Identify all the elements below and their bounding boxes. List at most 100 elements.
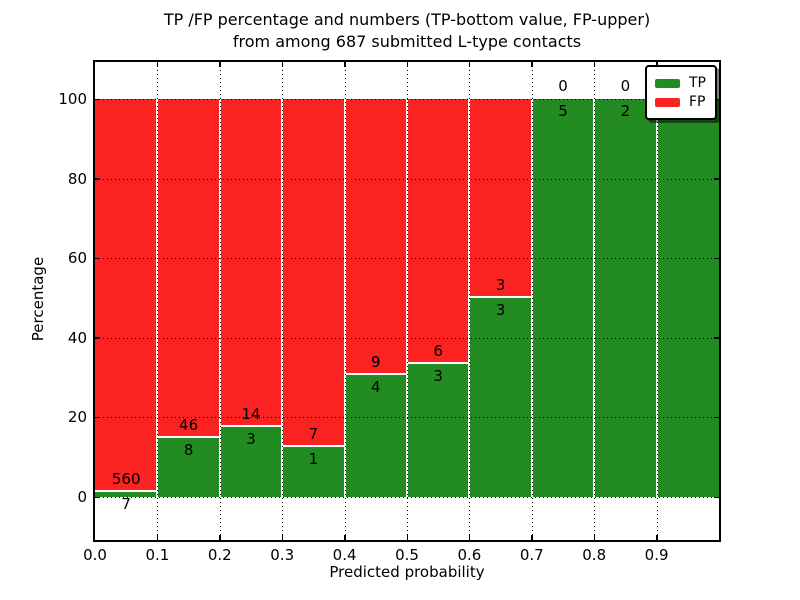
x-tick-mark (281, 62, 284, 67)
gridline-vertical (219, 62, 221, 540)
y-tick-mark (714, 257, 719, 260)
legend: TP FP (645, 65, 717, 120)
bar-top-edge (219, 424, 283, 427)
y-tick-mark (714, 496, 719, 498)
fp-count-label: 9 (371, 352, 381, 371)
bar-tp-segment (157, 438, 220, 497)
gridline-vertical (407, 62, 408, 540)
x-tick-mark (219, 62, 221, 67)
bar-top-edge (95, 490, 158, 493)
x-tick-mark (156, 535, 159, 540)
bar-tp-segment (594, 99, 657, 497)
x-tick-label: 0.4 (332, 546, 357, 564)
x-tick-label: 0.1 (145, 546, 170, 564)
y-tick-mark (714, 178, 719, 180)
x-tick-label: 0.8 (582, 546, 607, 564)
bar-top-edge (531, 97, 595, 99)
x-tick-mark (344, 535, 346, 540)
bar-top-edge (282, 445, 345, 448)
x-tick-mark (531, 535, 533, 540)
bar-tp-segment (531, 99, 595, 497)
tp-color-swatch (655, 78, 680, 88)
y-tick-mark (95, 178, 100, 180)
bar-fp-segment (219, 99, 283, 427)
x-tick-label: 0.3 (270, 546, 295, 564)
y-tick-mark (95, 98, 100, 100)
fp-color-swatch (655, 97, 680, 107)
x-tick-label: 0.0 (83, 546, 107, 564)
x-tick-mark (406, 62, 408, 67)
x-tick-mark (531, 62, 533, 67)
x-tick-mark (156, 62, 159, 67)
x-tick-label: 0.9 (644, 546, 669, 564)
gridline-vertical (469, 62, 471, 540)
bar-tp-segment (282, 447, 345, 497)
bar-top-edge (469, 296, 532, 298)
bar-fp-segment (469, 99, 532, 298)
fp-count-label: 0 (620, 77, 631, 95)
y-tick-label: 100 (58, 90, 87, 108)
legend-entry-tp: TP (655, 75, 706, 91)
gridline-vertical (157, 62, 159, 540)
x-tick-mark (593, 535, 596, 540)
x-tick-label: 0.2 (207, 546, 232, 564)
bar-top-edge (344, 372, 407, 375)
x-tick-mark (468, 535, 471, 540)
gridline-vertical (344, 62, 346, 540)
y-tick-mark (95, 416, 100, 419)
gridline-vertical (282, 62, 284, 540)
fp-count-label: 0 (558, 77, 568, 95)
legend-label-fp: FP (689, 94, 706, 110)
bar-fp-segment (95, 99, 158, 493)
bar-tp-segment (469, 298, 532, 497)
legend-label-tp: TP (689, 75, 706, 91)
gridline-vertical (531, 62, 533, 540)
legend-entry-fp: FP (655, 94, 706, 110)
x-tick-mark (593, 62, 596, 67)
bar-top-edge (407, 362, 470, 365)
bar-tp-segment (407, 364, 470, 497)
tp-count-label: 3 (433, 367, 443, 386)
fp-count-label: 46 (179, 416, 199, 435)
fp-count-label: 7 (308, 425, 319, 444)
tp-count-label: 1 (308, 450, 319, 469)
x-tick-mark (344, 62, 346, 67)
chart-title: TP /FP percentage and numbers (TP-bottom… (95, 9, 719, 53)
x-tick-mark (656, 62, 658, 67)
chart-title-line1: TP /FP percentage and numbers (TP-bottom… (163, 10, 651, 29)
fp-count-label: 560 (111, 470, 141, 489)
tp-count-label: 7 (121, 495, 131, 514)
y-tick-label: 40 (67, 328, 87, 347)
y-tick-label: 60 (67, 249, 87, 268)
bar-tp-segment (344, 374, 407, 497)
x-tick-label: 0.6 (457, 546, 482, 564)
bar-fp-segment (407, 99, 470, 365)
x-tick-mark (219, 535, 221, 540)
fp-count-label: 14 (241, 404, 261, 423)
y-tick-mark (95, 257, 100, 260)
y-tick-label: 0 (77, 488, 87, 506)
y-tick-label: 20 (67, 408, 87, 427)
bar-tp-segment (95, 492, 158, 497)
bar-fp-segment (157, 99, 220, 439)
x-tick-label: 0.7 (519, 546, 544, 564)
tp-count-label: 8 (183, 441, 194, 460)
bar-fp-segment (344, 99, 407, 375)
fp-count-label: 3 (495, 276, 506, 294)
chart-title-line2: from among 687 submitted L-type contacts (232, 32, 582, 51)
tp-count-label: 2 (620, 102, 631, 120)
gridline-vertical (594, 62, 596, 540)
plot-area: 5607468143719463330502060.00.10.20.30.40… (58, 60, 721, 564)
tp-count-label: 4 (371, 377, 381, 396)
x-tick-mark (468, 62, 471, 67)
bar-top-edge (157, 436, 220, 439)
bar-top-edge (594, 97, 657, 99)
tp-count-label: 3 (246, 429, 256, 448)
y-tick-mark (714, 416, 719, 419)
x-tick-mark (281, 535, 284, 540)
y-tick-mark (714, 337, 719, 339)
fp-count-label: 6 (433, 342, 443, 361)
x-axis-label: Predicted probability (329, 563, 485, 581)
y-tick-mark (95, 496, 100, 498)
